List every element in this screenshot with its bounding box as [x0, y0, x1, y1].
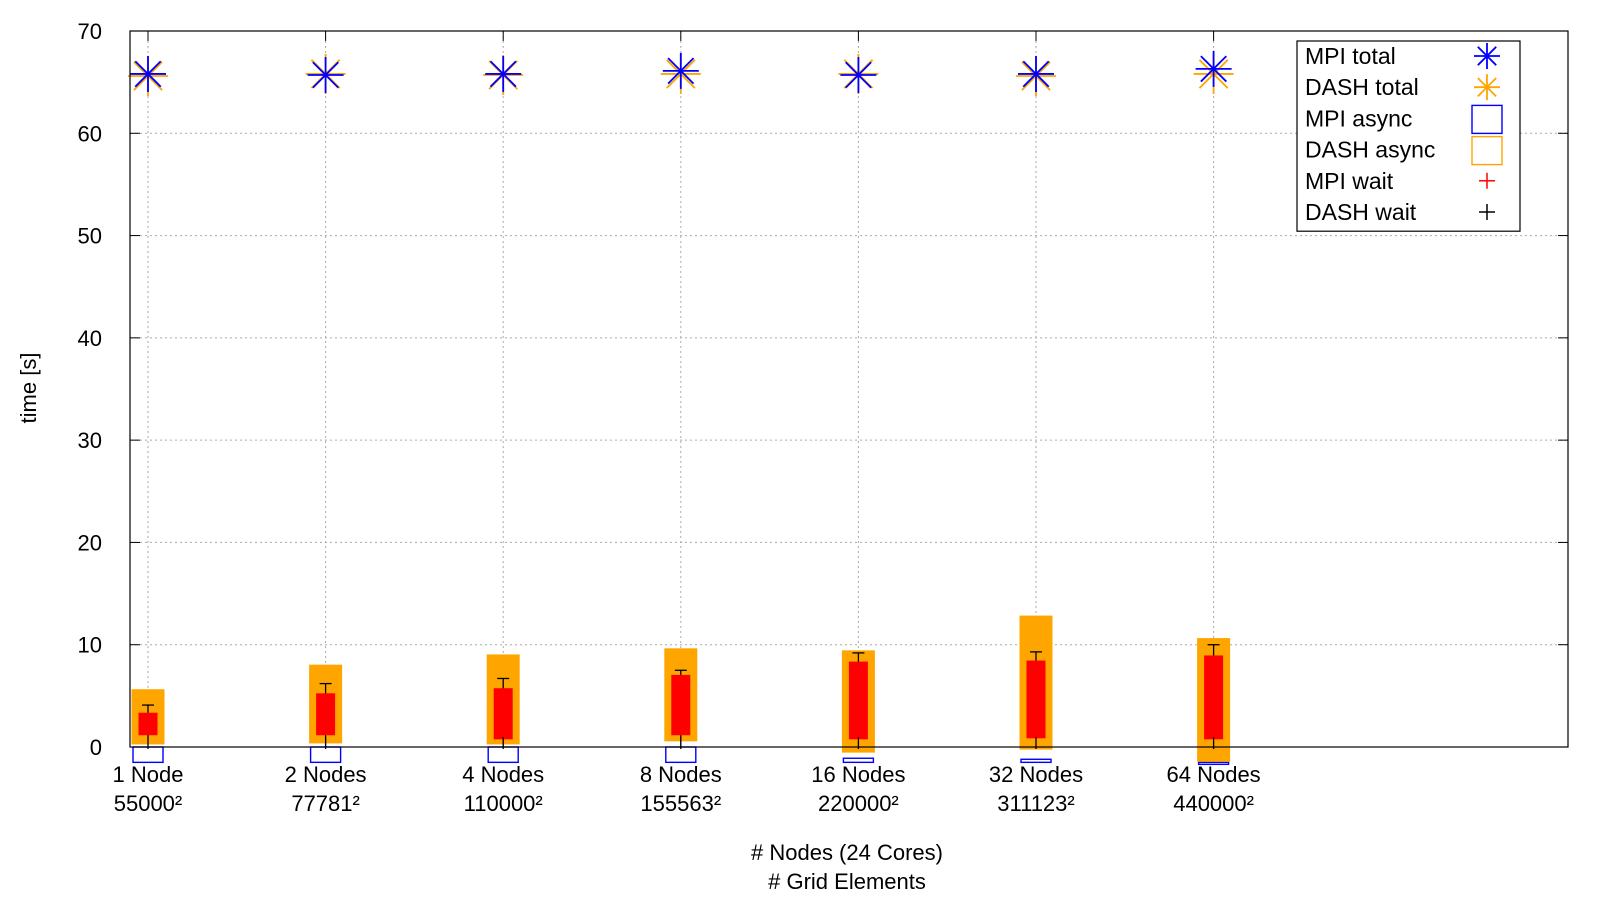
mpi-total-point [485, 55, 522, 92]
legend-swatch [1474, 43, 1500, 69]
x-axis: 1 Node 55000² 2 Nodes 77781² 4 Nodes 110000² 8… [113, 31, 1261, 816]
mpi-total-point [840, 56, 877, 93]
x-tick-label: 4 Nodes [462, 762, 544, 787]
mpi-total-point [307, 56, 344, 93]
mpi-wait-bar [138, 712, 158, 736]
y-tick-label: 10 [78, 633, 102, 658]
x-tick-label: 1 Node [113, 762, 184, 787]
mpi-async-box [1020, 758, 1052, 764]
mpi-total-point [1195, 50, 1232, 87]
mpi-wait-bar [1204, 655, 1224, 740]
plot-area [129, 30, 1569, 748]
mpi-async-box [309, 746, 342, 764]
legend-label: MPI wait [1305, 168, 1394, 194]
y-tick-label: 70 [78, 19, 102, 44]
mpi-total-point [662, 52, 699, 89]
mpi-total-point [1018, 55, 1054, 92]
x-tick-label-grid: 220000² [818, 791, 899, 816]
legend-label: DASH async [1305, 137, 1435, 163]
x-tick-label-grid: 440000² [1173, 791, 1254, 816]
x-tick-label: 32 Nodes [989, 762, 1083, 787]
x-tick-label-grid: 55000² [114, 791, 183, 816]
mpi-async-box [665, 746, 697, 764]
legend-label: MPI total [1305, 43, 1396, 69]
x-axis-label-secondary: # Grid Elements [768, 869, 926, 894]
legend-swatch [1479, 204, 1495, 220]
mpi-async-box [1197, 761, 1230, 766]
legend-swatch [1474, 74, 1500, 101]
legend-swatch [1471, 104, 1503, 135]
x-tick-label-grid: 155563² [640, 791, 721, 816]
mpi-async-box [487, 746, 519, 764]
x-tick-label-grid: 311123² [997, 791, 1074, 816]
mpi-wait-bar [1026, 660, 1046, 739]
y-tick-label: 40 [78, 326, 102, 351]
legend-label: DASH total [1305, 74, 1419, 100]
x-tick-label-grid: 110000² [464, 791, 543, 816]
legend-swatch [1471, 135, 1503, 166]
mpi-wait-bar [671, 674, 691, 736]
mpi-async-box [132, 746, 164, 764]
legend: MPI total DASH total MPI async DASH async MP… [1296, 40, 1521, 232]
legend-swatch [1479, 172, 1495, 189]
y-axis-label: time [s] [16, 353, 41, 424]
mpi-total-point [130, 55, 166, 92]
mpi-async-box [842, 757, 875, 764]
x-tick-label: 16 Nodes [811, 762, 905, 787]
x-tick-label: 64 Nodes [1167, 762, 1261, 787]
y-tick-label: 20 [78, 530, 102, 555]
x-tick-label-grid: 77781² [291, 791, 360, 816]
mpi-wait-bar [848, 661, 868, 740]
plot-marks [128, 50, 1234, 766]
y-tick-label: 0 [90, 735, 102, 760]
mpi-wait-bar [493, 688, 513, 740]
y-axis: 0 10 20 30 40 50 60 70 [78, 19, 1568, 760]
mpi-wait-bar [316, 693, 336, 736]
y-tick-label: 60 [78, 121, 102, 146]
y-tick-label: 50 [78, 224, 102, 249]
legend-label: DASH wait [1305, 199, 1417, 225]
x-tick-label: 8 Nodes [640, 762, 722, 787]
x-tick-label: 2 Nodes [285, 762, 367, 787]
y-tick-label: 30 [78, 428, 102, 453]
legend-label: MPI async [1305, 105, 1412, 131]
x-axis-label: # Nodes (24 Cores) [751, 840, 943, 865]
